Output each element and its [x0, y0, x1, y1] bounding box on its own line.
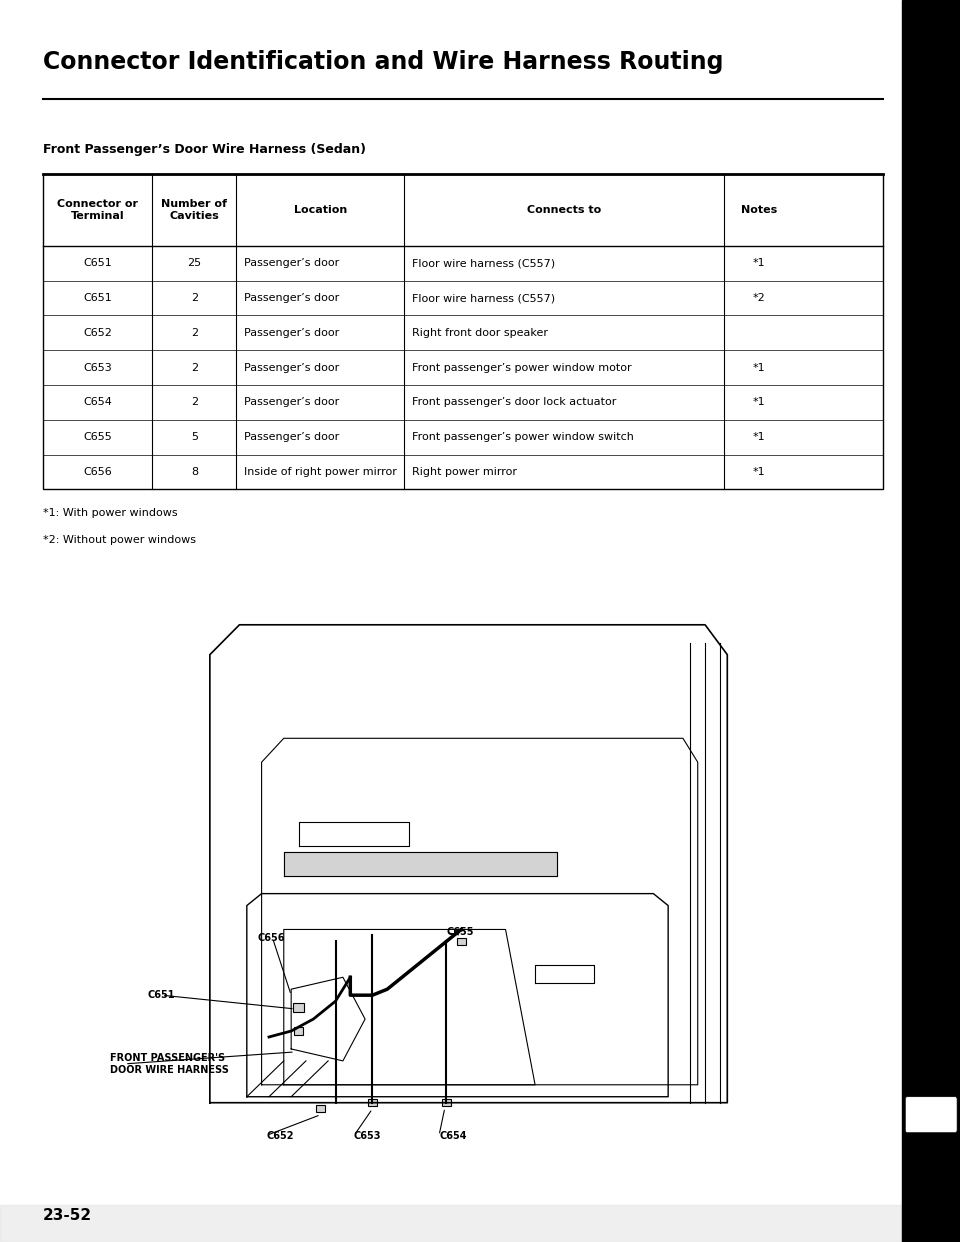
- Text: Location: Location: [294, 205, 347, 215]
- Text: C656: C656: [84, 467, 112, 477]
- Text: 2: 2: [191, 293, 198, 303]
- Text: Passenger’s door: Passenger’s door: [244, 328, 339, 338]
- Text: C655: C655: [84, 432, 112, 442]
- Bar: [316, 1105, 325, 1113]
- Text: C656: C656: [258, 934, 285, 944]
- Text: *2: Without power windows: *2: Without power windows: [43, 535, 196, 545]
- Text: C652: C652: [84, 328, 112, 338]
- Text: Inside of right power mirror: Inside of right power mirror: [244, 467, 396, 477]
- Bar: [457, 938, 466, 945]
- Text: Front passenger’s power window switch: Front passenger’s power window switch: [412, 432, 634, 442]
- Text: Passenger’s door: Passenger’s door: [244, 258, 339, 268]
- Text: C653: C653: [84, 363, 112, 373]
- Text: C651: C651: [84, 293, 112, 303]
- Polygon shape: [284, 852, 557, 876]
- Bar: [293, 1002, 304, 1011]
- Text: Notes: Notes: [741, 205, 778, 215]
- Text: Right power mirror: Right power mirror: [412, 467, 517, 477]
- Text: Front Passenger’s Door Wire Harness (Sedan): Front Passenger’s Door Wire Harness (Sed…: [43, 143, 366, 155]
- Text: 25: 25: [187, 258, 202, 268]
- Text: 2: 2: [191, 397, 198, 407]
- Text: *1: *1: [753, 467, 766, 477]
- Text: *1: *1: [753, 432, 766, 442]
- Text: Connector Identification and Wire Harness Routing: Connector Identification and Wire Harnes…: [43, 50, 724, 73]
- Bar: [43, 174, 883, 489]
- Text: *2: *2: [753, 293, 766, 303]
- Bar: [294, 1027, 303, 1035]
- Bar: [0, 1205, 902, 1242]
- Text: 2: 2: [191, 363, 198, 373]
- Text: Floor wire harness (C557): Floor wire harness (C557): [412, 258, 555, 268]
- Circle shape: [910, 643, 952, 698]
- Text: Passenger’s door: Passenger’s door: [244, 432, 339, 442]
- Bar: [368, 1099, 377, 1107]
- Text: 8: 8: [191, 467, 198, 477]
- Text: C654: C654: [84, 397, 112, 407]
- Text: Passenger’s door: Passenger’s door: [244, 293, 339, 303]
- Text: Number of
Cavities: Number of Cavities: [161, 199, 228, 221]
- Text: *1: With power windows: *1: With power windows: [43, 508, 178, 518]
- Text: 5: 5: [191, 432, 198, 442]
- Text: C653: C653: [354, 1130, 381, 1140]
- Bar: [902, 0, 960, 1242]
- Text: C651: C651: [147, 990, 175, 1000]
- Text: *1: *1: [753, 397, 766, 407]
- Text: C651: C651: [84, 258, 112, 268]
- Circle shape: [910, 283, 952, 338]
- Circle shape: [910, 22, 952, 77]
- Text: FRONT PASSENGER'S
DOOR WIRE HARNESS: FRONT PASSENGER'S DOOR WIRE HARNESS: [110, 1053, 228, 1074]
- FancyBboxPatch shape: [905, 1097, 957, 1133]
- Text: Connects to: Connects to: [527, 205, 601, 215]
- Text: *1: *1: [753, 363, 766, 373]
- Text: *1: *1: [753, 258, 766, 268]
- Text: C652: C652: [266, 1130, 294, 1140]
- Text: Passenger’s door: Passenger’s door: [244, 363, 339, 373]
- Text: 23-52: 23-52: [43, 1208, 92, 1223]
- Text: C654: C654: [439, 1130, 467, 1140]
- Text: Passenger’s door: Passenger’s door: [244, 397, 339, 407]
- Circle shape: [910, 1115, 952, 1170]
- Text: Front passenger’s door lock actuator: Front passenger’s door lock actuator: [412, 397, 616, 407]
- Text: C655: C655: [446, 928, 474, 938]
- Text: Front passenger’s power window motor: Front passenger’s power window motor: [412, 363, 632, 373]
- Text: Floor wire harness (C557): Floor wire harness (C557): [412, 293, 555, 303]
- Bar: [442, 1099, 451, 1107]
- Text: Connector or
Terminal: Connector or Terminal: [58, 199, 138, 221]
- Text: Right front door speaker: Right front door speaker: [412, 328, 548, 338]
- Text: 2: 2: [191, 328, 198, 338]
